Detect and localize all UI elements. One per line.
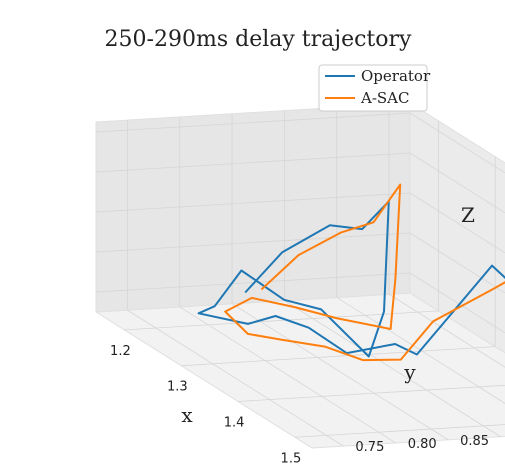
grid-line-z [95, 112, 505, 174]
x-tick-label: 1.3 [167, 380, 188, 395]
legend-label-a-sac: A-SAC [360, 89, 410, 107]
grid-line-y [336, 107, 505, 404]
grid-line-z [95, 192, 505, 254]
grid-line-z [95, 272, 505, 334]
x-axis-label: x [181, 403, 193, 427]
series-line-operator [197, 200, 505, 358]
z-axis-label: Z [461, 203, 475, 227]
y-tick-label: 0.85 [460, 434, 489, 449]
grid-line-y [388, 104, 505, 368]
legend-label-operator: Operator [361, 67, 431, 85]
grid-line-y [231, 113, 449, 441]
grid-line-x [181, 156, 496, 367]
series-line-a-sac [224, 183, 505, 362]
chart-title: 250-290ms delay trajectory [105, 27, 412, 52]
axis-panes [94, 102, 505, 449]
grid-line-y [179, 116, 396, 444]
series-layer [197, 183, 505, 362]
y-tick-label: 0.80 [408, 437, 437, 452]
tick-labels: 1.21.31.41.50.750.800.850.900.951.000.42… [110, 344, 489, 464]
y-tick-label: 0.75 [355, 440, 384, 455]
legend: Operator A-SAC [318, 64, 431, 112]
y-axis-label: y [403, 360, 416, 384]
grid-line-z [95, 232, 505, 294]
grid-line-y [127, 120, 344, 447]
grid-line-x [124, 120, 439, 331]
grid-line-x [294, 424, 505, 438]
x-tick-label: 1.5 [281, 451, 302, 464]
grid-line-x [238, 384, 505, 402]
left-pane [95, 102, 411, 313]
x-tick-label: 1.4 [224, 416, 245, 431]
grid-line-z [95, 152, 505, 214]
x-tick-label: 1.2 [110, 344, 131, 359]
